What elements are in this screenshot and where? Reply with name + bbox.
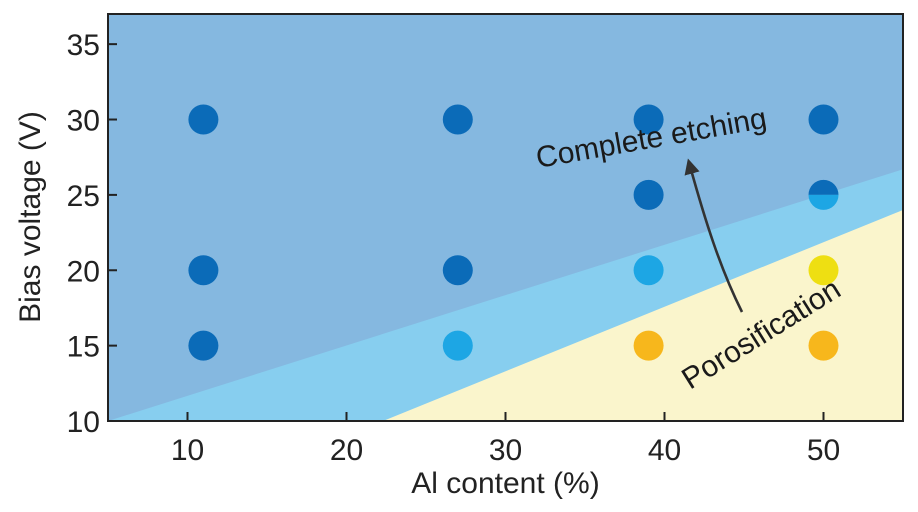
data-point <box>188 104 219 135</box>
data-point <box>633 255 664 286</box>
data-point <box>188 330 219 361</box>
data-point <box>808 179 839 210</box>
data-point <box>633 104 664 135</box>
x-tick-label: 30 <box>489 434 522 467</box>
y-tick-label: 35 <box>67 29 100 62</box>
x-tick-label: 40 <box>648 434 681 467</box>
data-point <box>442 104 473 135</box>
y-tick-label: 30 <box>67 105 100 138</box>
x-tick-label: 20 <box>330 434 363 467</box>
data-point <box>442 255 473 286</box>
x-axis: 10 20 30 40 50 <box>171 412 840 467</box>
y-tick-label: 20 <box>67 255 100 288</box>
y-axis-label: Bias voltage (V) <box>14 111 47 323</box>
y-tick-label: 15 <box>67 331 100 364</box>
x-axis-label: Al content (%) <box>411 467 599 500</box>
points-layer <box>188 104 839 361</box>
y-tick-label: 10 <box>67 406 100 439</box>
x-tick-label: 50 <box>807 434 840 467</box>
x-tick-label: 10 <box>171 434 204 467</box>
annotation-arrow <box>684 158 744 313</box>
data-point <box>808 104 839 135</box>
region-porosification <box>383 209 903 421</box>
data-point <box>808 330 839 361</box>
data-point <box>808 255 839 286</box>
data-point <box>633 179 664 210</box>
data-point <box>188 255 219 286</box>
data-point <box>442 330 473 361</box>
y-axis: 10 15 20 25 30 35 <box>67 29 117 439</box>
regions-layer <box>108 14 903 421</box>
y-tick-label: 25 <box>67 180 100 213</box>
data-point <box>633 330 664 361</box>
